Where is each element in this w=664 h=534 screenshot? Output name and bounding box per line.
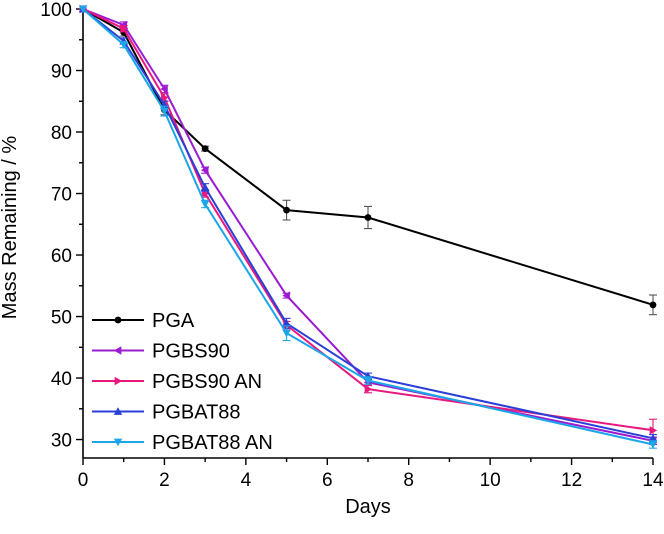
x-tick-label: 8 — [403, 470, 414, 491]
x-tick-label: 12 — [561, 470, 582, 491]
legend-item: PGBS90 AN — [92, 371, 262, 393]
data-point — [200, 165, 209, 175]
data-point — [200, 200, 210, 209]
y-tick-label: 60 — [51, 246, 72, 267]
data-point — [120, 24, 128, 33]
series-pgbat88-an — [78, 5, 658, 449]
y-tick-label: 50 — [51, 308, 72, 329]
series-pga — [79, 5, 657, 316]
y-tick-label: 90 — [51, 62, 72, 83]
y-tick-label: 100 — [40, 0, 72, 21]
y-tick-label: 30 — [51, 431, 72, 452]
legend-label: PGBAT88 — [152, 402, 241, 424]
legend-item: PGA — [92, 310, 195, 332]
data-point — [78, 5, 88, 14]
x-tick-label: 0 — [78, 470, 89, 491]
data-point — [649, 426, 658, 435]
data-point — [282, 329, 291, 338]
plot-series — [78, 4, 658, 449]
data-point — [649, 301, 657, 309]
legend-item: PGBS90 — [92, 341, 230, 363]
legend: PGA PGBS90 PGBS90 AN PGBAT88 PGBAT88 AN — [92, 310, 273, 454]
legend-item: PGBAT88 AN — [92, 432, 273, 454]
legend-label: PGBS90 AN — [152, 371, 262, 393]
data-point — [201, 145, 209, 153]
legend-label: PGA — [152, 310, 195, 332]
legend-marker — [113, 407, 123, 415]
legend-label: PGBS90 — [152, 341, 230, 363]
x-tick-label: 2 — [159, 470, 170, 491]
y-tick-label: 80 — [51, 123, 72, 144]
legend-marker — [114, 376, 123, 386]
data-point — [161, 93, 169, 102]
data-point — [364, 214, 372, 221]
x-tick-label: 10 — [480, 470, 501, 491]
x-tick-label: 4 — [241, 470, 252, 491]
data-point — [648, 434, 658, 442]
axes: 0 2 4 6 8 10 12 14 30 40 50 60 70 80 90 100 — [40, 0, 664, 491]
y-tick-label: 40 — [51, 369, 72, 390]
legend-marker — [113, 438, 123, 447]
data-point — [160, 84, 168, 94]
y-axis-title: Mass Remaining / % — [0, 136, 21, 320]
legend-marker — [113, 346, 122, 355]
x-axis-title: Days — [345, 496, 391, 518]
data-point — [200, 183, 210, 191]
legend-marker — [114, 316, 122, 324]
data-point — [282, 291, 290, 300]
series-line — [82, 8, 654, 306]
data-point — [364, 384, 373, 394]
data-point — [283, 206, 290, 214]
data-point — [648, 441, 658, 449]
data-point — [160, 107, 169, 116]
x-tick-label: 14 — [642, 470, 664, 491]
data-point — [119, 41, 128, 49]
legend-item: PGBAT88 — [92, 402, 241, 424]
data-point — [282, 319, 291, 327]
x-tick-label: 6 — [322, 470, 333, 491]
legend-label: PGBAT88 AN — [152, 432, 273, 454]
data-point — [363, 377, 373, 385]
data-point — [119, 20, 128, 30]
y-tick-label: 70 — [51, 185, 72, 206]
